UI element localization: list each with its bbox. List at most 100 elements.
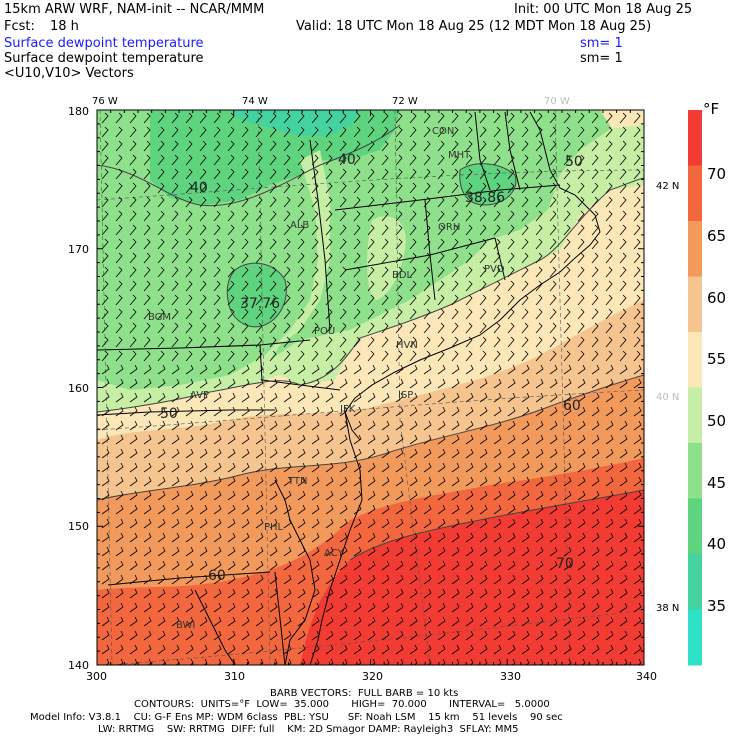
wind-barb	[185, 630, 194, 641]
wind-barb	[353, 518, 362, 529]
wind-barb	[507, 532, 516, 543]
wind-barb	[283, 504, 292, 515]
wind-barb	[409, 560, 418, 571]
wind-barb	[115, 210, 123, 222]
wind-barb	[157, 294, 165, 306]
wind-barb	[553, 658, 558, 665]
wind-barb	[143, 616, 152, 627]
wind-barb	[367, 126, 375, 138]
wind-barb	[619, 420, 628, 431]
wind-barb	[101, 532, 110, 543]
wind-barb	[563, 210, 571, 222]
wind-barb	[577, 392, 586, 403]
wind-barb	[269, 560, 278, 571]
wind-barb	[311, 630, 320, 641]
wind-barb	[591, 336, 599, 348]
wind-barb	[521, 532, 530, 543]
wind-barb	[563, 294, 571, 306]
wind-barb	[185, 112, 193, 124]
wind-barb	[129, 574, 138, 585]
wind-barb	[101, 266, 109, 278]
wind-barb	[157, 280, 165, 292]
wind-barb	[143, 280, 151, 292]
wind-barb	[381, 238, 389, 250]
wind-barb	[465, 350, 473, 362]
wind-barb	[255, 574, 264, 585]
wind-barb	[129, 196, 137, 208]
wind-barb	[591, 210, 599, 222]
wind-barb	[637, 658, 642, 665]
wind-barb	[479, 196, 487, 208]
wind-barb	[115, 168, 123, 180]
wind-barb	[255, 616, 264, 627]
wind-barb	[493, 602, 502, 613]
wind-barb	[339, 154, 347, 166]
wind-barb	[199, 126, 207, 138]
wind-barb	[325, 560, 334, 571]
wind-barb	[185, 490, 194, 501]
wind-barb	[213, 140, 221, 152]
wind-barb	[325, 630, 334, 641]
wind-barb	[577, 378, 586, 389]
wind-barb	[619, 602, 628, 613]
wind-barb	[521, 210, 529, 222]
wind-barb	[269, 378, 278, 389]
station-label: POU	[314, 326, 335, 337]
wind-barb	[115, 602, 124, 613]
wind-barb	[185, 532, 194, 543]
footer-model-info-2: LW: RRTMG SW: RRTMG DIFF: full KM: 2D Sm…	[98, 724, 519, 735]
wind-barb	[577, 266, 585, 278]
wind-barb	[395, 126, 403, 138]
wind-barb	[633, 504, 642, 515]
wind-barb	[381, 154, 389, 166]
wind-barb	[199, 322, 207, 334]
wind-barb	[339, 364, 348, 375]
wind-barb	[157, 574, 166, 585]
wind-barb	[367, 588, 376, 599]
wind-barb	[143, 126, 151, 138]
wind-barb	[427, 658, 432, 665]
wind-barb	[143, 322, 151, 334]
wind-barb	[535, 112, 543, 124]
wind-barb	[451, 434, 460, 445]
wind-barb	[297, 560, 306, 571]
wind-barb	[493, 504, 502, 515]
wind-barb	[381, 616, 390, 627]
wind-barb	[549, 630, 558, 641]
wind-barb	[199, 392, 208, 403]
wind-barb	[353, 644, 362, 655]
wind-barb	[283, 266, 291, 278]
footer-contours: CONTOURS: UNITS=°F LOW= 35.000 HIGH= 70.…	[134, 699, 550, 710]
wind-barb	[185, 406, 194, 417]
wind-barb	[451, 616, 460, 627]
wind-barb	[577, 308, 585, 320]
wind-barb	[157, 238, 165, 250]
wind-barb	[577, 364, 586, 375]
wind-barb	[591, 322, 599, 334]
wind-barb	[325, 616, 334, 627]
wind-barb	[185, 574, 194, 585]
wind-barb	[241, 238, 249, 250]
wind-barb	[325, 210, 333, 222]
wind-barb	[535, 350, 543, 362]
wind-barb	[395, 252, 403, 264]
wind-barb	[591, 490, 600, 501]
wind-barb	[339, 448, 348, 459]
wind-barb	[185, 350, 193, 362]
wind-barb	[479, 112, 487, 124]
wind-barb	[115, 616, 124, 627]
wind-barb	[115, 322, 123, 334]
wind-barb	[115, 588, 124, 599]
wind-barb	[619, 588, 628, 599]
wind-barb	[199, 336, 207, 348]
wind-barb	[423, 322, 431, 334]
wind-barb	[633, 532, 642, 543]
wind-barb	[101, 504, 110, 515]
wind-barb	[213, 630, 222, 641]
wind-barb	[381, 434, 390, 445]
wind-barb	[409, 350, 417, 362]
wind-barb	[213, 406, 222, 417]
wind-barb	[423, 546, 432, 557]
wind-barb	[311, 238, 319, 250]
wind-barb	[311, 518, 320, 529]
